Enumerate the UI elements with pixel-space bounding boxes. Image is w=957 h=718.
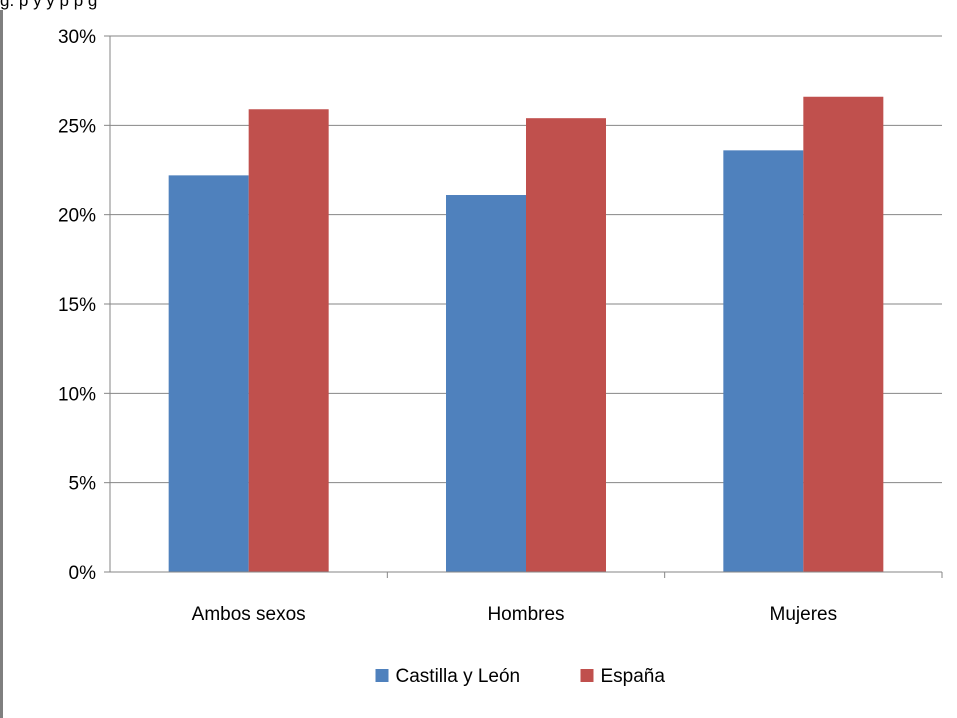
legend-label: España: [601, 666, 666, 687]
chart-frame: [0, 10, 957, 718]
y-tick-label: 10%: [58, 384, 96, 405]
bar-espana: [803, 96, 884, 572]
x-axis-categories: Ambos sexos Hombres Mujeres: [192, 604, 837, 625]
bar-espana: [248, 109, 329, 573]
legend-label: Castilla y León: [396, 666, 521, 687]
bar-castilla-y-leon: [168, 175, 249, 573]
chart-caption: g. p y y p p g: [0, 0, 98, 10]
y-axis-ticks: 0% 5% 10% 15% 20% 25% 30%: [58, 27, 96, 584]
bar-castilla-y-leon: [723, 150, 804, 572]
y-tick-label: 20%: [58, 206, 96, 227]
y-tick-label: 25%: [58, 116, 96, 137]
axes: [104, 35, 943, 578]
y-tick-label: 5%: [69, 474, 97, 495]
y-tick-label: 30%: [58, 27, 96, 48]
y-tick-label: 15%: [58, 295, 96, 316]
bar-castilla-y-leon: [446, 195, 526, 572]
legend-swatch: [375, 669, 389, 682]
x-category-label: Mujeres: [770, 604, 838, 625]
y-tick-label: 0%: [69, 563, 97, 584]
legend-swatch: [580, 669, 594, 682]
x-category-label: Ambos sexos: [192, 604, 306, 625]
legend: Castilla y León España: [375, 666, 666, 687]
bars: [168, 96, 884, 573]
bar-espana: [526, 118, 606, 572]
x-category-label: Hombres: [487, 604, 564, 625]
